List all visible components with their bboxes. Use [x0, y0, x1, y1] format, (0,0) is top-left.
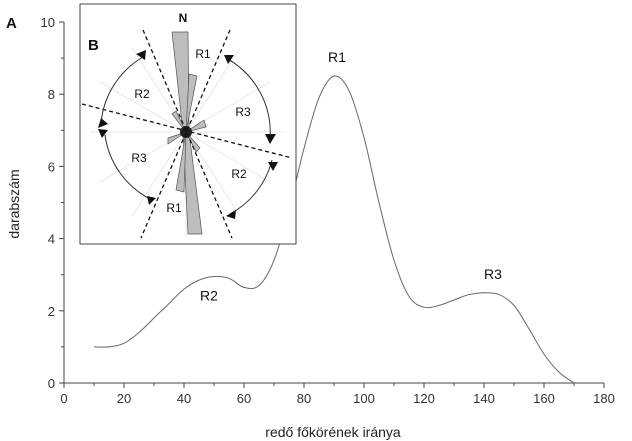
arrowhead-3: [98, 129, 108, 138]
inset-dashed-lines: [81, 29, 293, 239]
petal-ssw: [175, 131, 187, 193]
arc-upper-left: [100, 56, 144, 125]
y-tick-label: 0: [48, 376, 55, 391]
inset-label-r2-left: R2: [134, 87, 150, 101]
x-tick-label: 180: [593, 391, 615, 406]
y-tick-label: 6: [48, 159, 55, 174]
x-tick-label: 40: [177, 391, 191, 406]
y-tick-label: 2: [48, 304, 55, 319]
arrowhead-6: [265, 134, 276, 144]
arc-lower-left: [104, 134, 153, 201]
x-tick-label: 20: [117, 391, 131, 406]
panel-label-a: A: [6, 15, 17, 32]
y-tick-label: 10: [41, 15, 55, 30]
inset-label-r1-top: R1: [195, 47, 211, 61]
arc-lower-right: [229, 159, 273, 215]
x-tick-label: 100: [353, 391, 375, 406]
petal-nne: [185, 73, 198, 133]
tick-marks: [59, 21, 605, 388]
x-tick-label: 80: [297, 391, 311, 406]
arrowhead-7: [268, 162, 278, 171]
y-axis-title: darabszám: [6, 169, 22, 238]
inset-label-r3-right: R3: [235, 105, 251, 119]
inset-label-r1-bottom: R1: [166, 201, 182, 215]
inset-rose-diagram: B N: [79, 3, 297, 245]
inset-panel-label-b: B: [88, 37, 99, 54]
x-tick-label: 160: [533, 391, 555, 406]
arrowhead-4: [147, 196, 156, 205]
x-tick-label: 120: [413, 391, 435, 406]
tick-labels: 0 20 40 60 80 100 120 140 160 180 0 2 4 6 8 10: [41, 15, 615, 406]
inset-arrowheads: [98, 50, 278, 219]
x-tick-label: 140: [473, 391, 495, 406]
inset-arcs: [100, 56, 273, 215]
peak-labels: R1 R2 R3: [200, 49, 502, 303]
x-tick-label: 60: [237, 391, 251, 406]
arrowhead-2: [98, 118, 108, 128]
arrowhead-8: [226, 210, 236, 219]
inset-label-r2-right: R2: [231, 167, 247, 181]
y-tick-label: 4: [48, 232, 55, 247]
petal-small-nw: [171, 110, 187, 133]
data-curve: [93, 75, 575, 384]
inset-center-dot: [180, 126, 192, 138]
x-tick-label: 0: [60, 391, 67, 406]
y-tick-label: 8: [48, 87, 55, 102]
peak-label-r2: R2: [200, 287, 218, 303]
inset-north-label: N: [179, 11, 188, 25]
arrowhead-5: [224, 55, 234, 64]
arrowhead-1: [136, 50, 146, 60]
inset-label-r3-left: R3: [131, 151, 147, 165]
x-axis-title: redő főkörének iránya: [265, 424, 401, 440]
arc-upper-right: [225, 57, 271, 140]
peak-label-r3: R3: [484, 266, 502, 282]
peak-label-r1: R1: [328, 49, 346, 65]
